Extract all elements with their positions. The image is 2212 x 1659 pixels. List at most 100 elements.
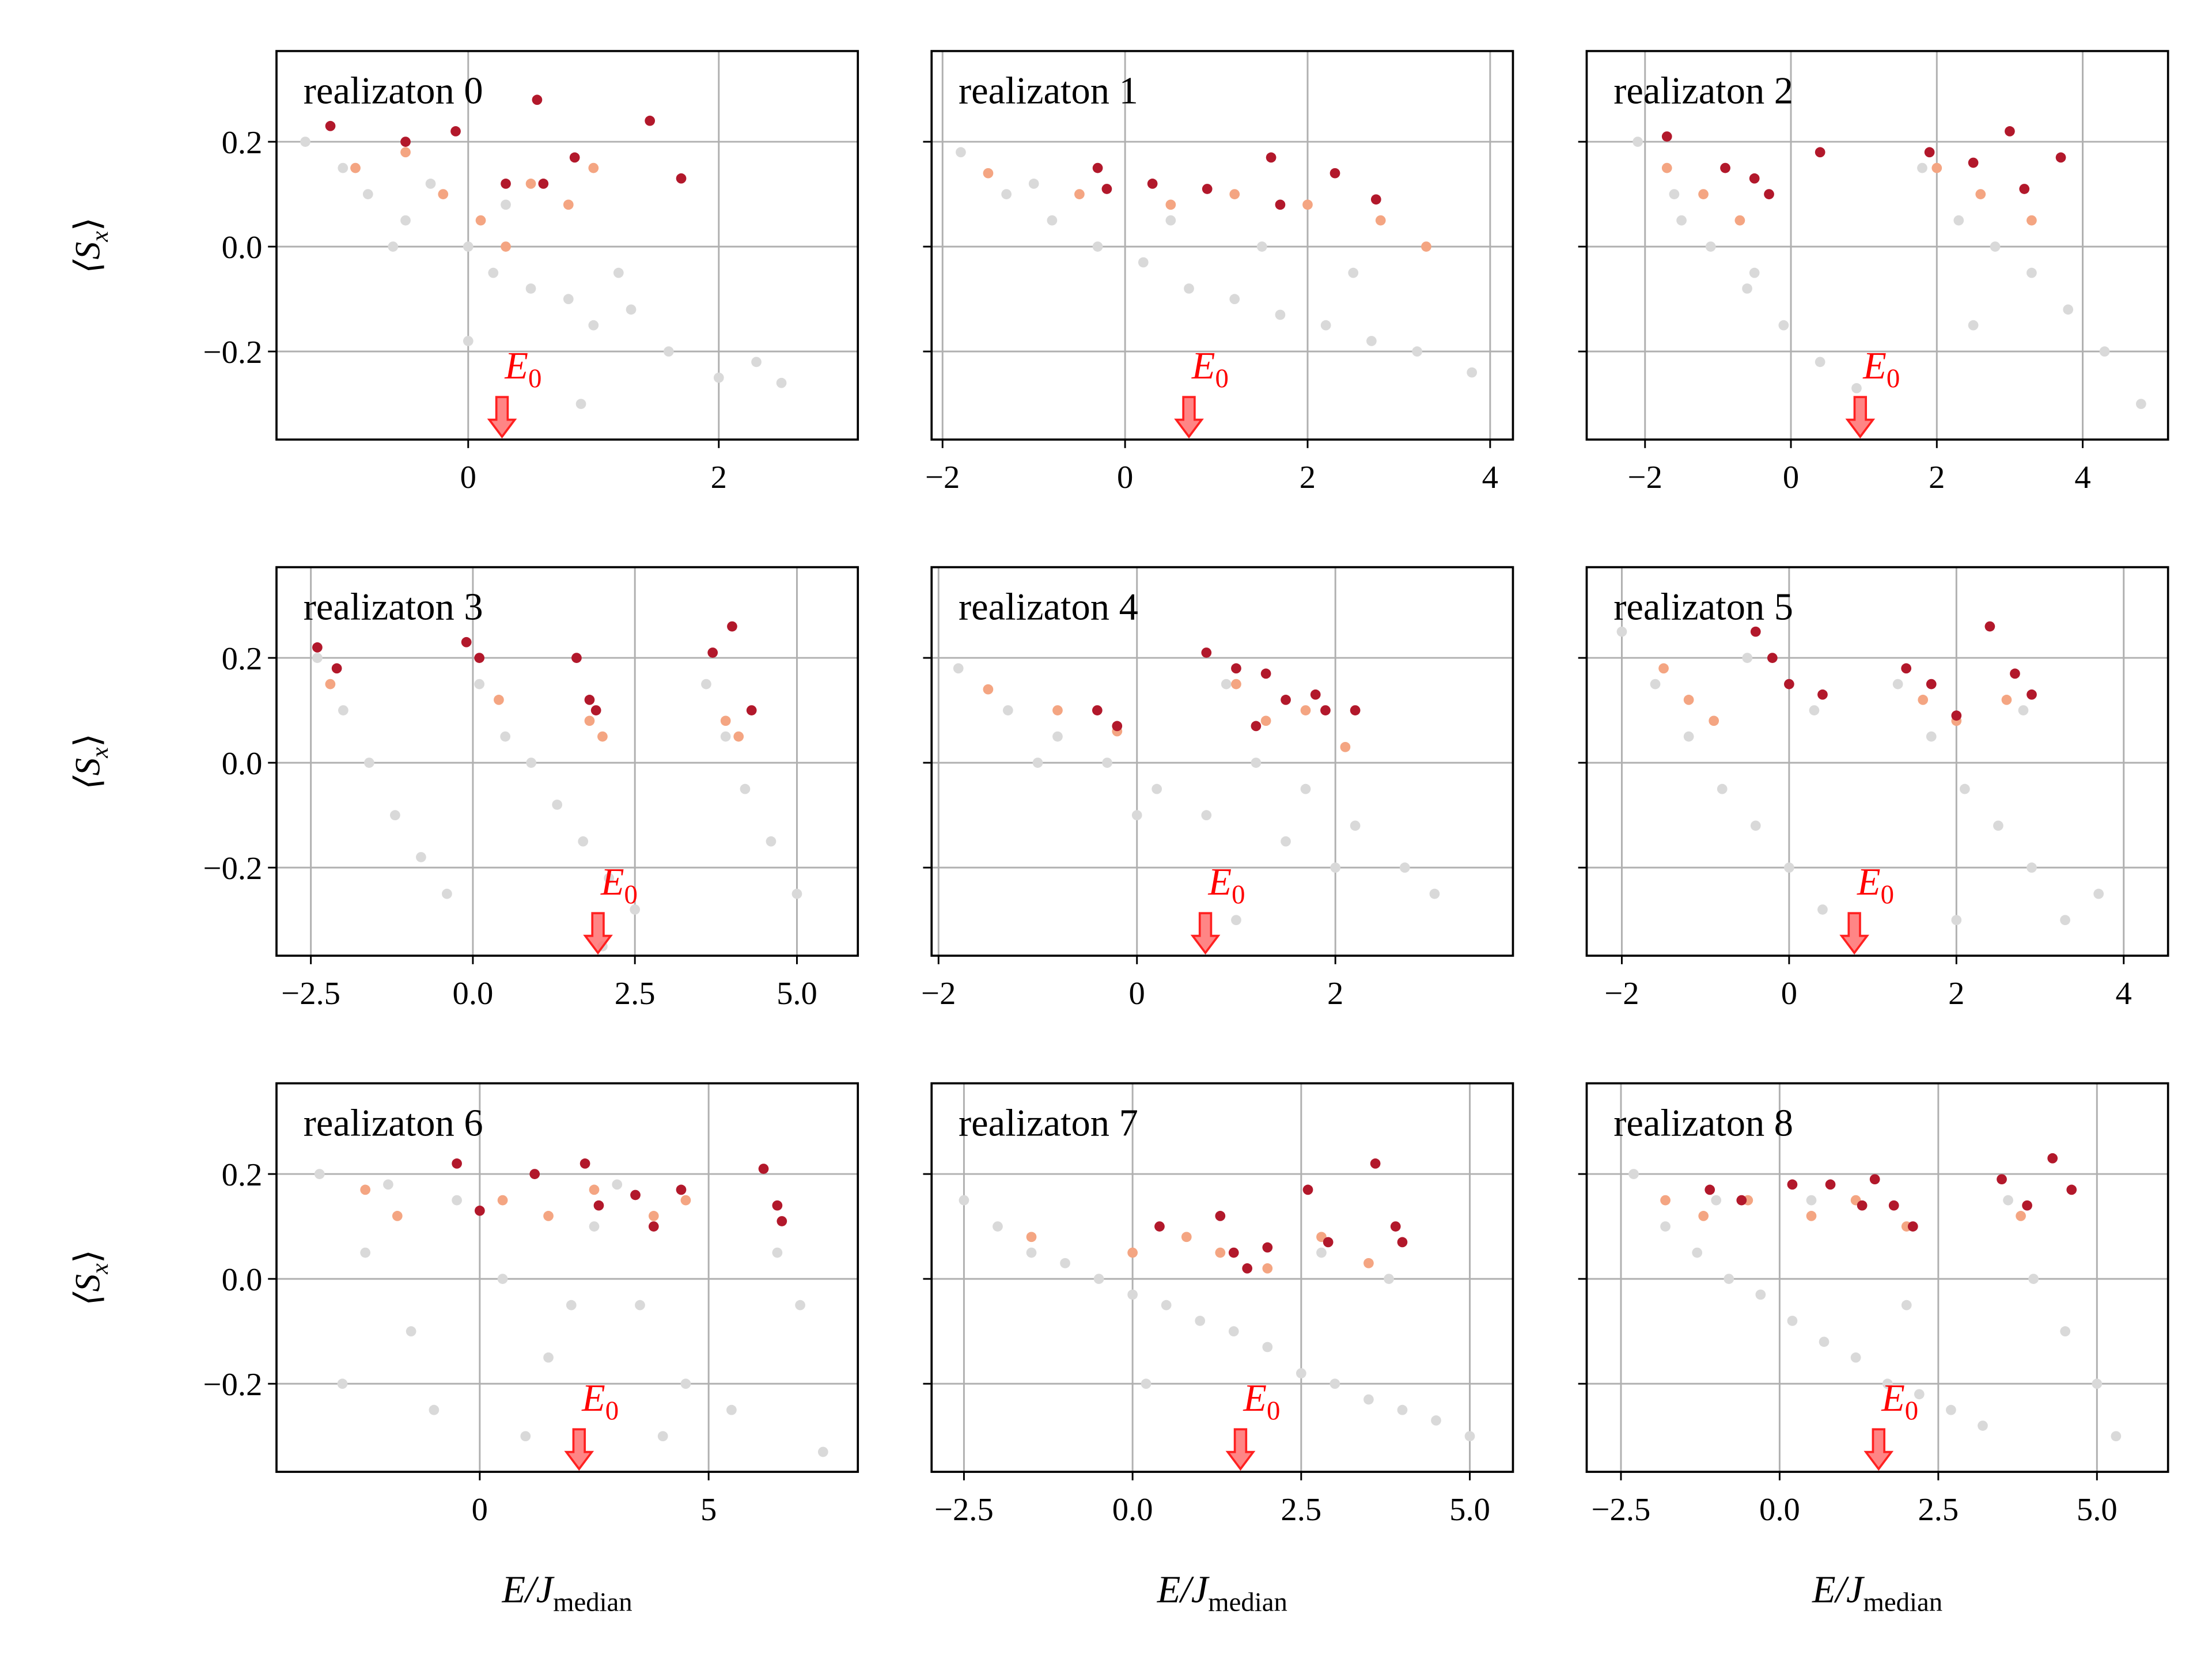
e0-arrow xyxy=(583,912,613,955)
point xyxy=(701,679,711,690)
point xyxy=(795,1300,805,1310)
x-tick-label: 0 xyxy=(1129,976,1145,1012)
point xyxy=(325,679,336,690)
x-tick-label: 4 xyxy=(1482,460,1498,495)
point xyxy=(2060,915,2070,926)
point xyxy=(575,399,586,410)
e0-arrow xyxy=(1839,912,1869,955)
point xyxy=(1917,162,1927,173)
point xyxy=(1742,653,1753,663)
y-label-tail: ⟩ xyxy=(68,1249,107,1263)
point xyxy=(1951,915,1962,926)
point xyxy=(1181,1232,1192,1243)
point xyxy=(1918,695,1929,705)
point xyxy=(1698,189,1709,199)
x-tick-label: 0 xyxy=(1781,976,1797,1012)
point xyxy=(475,215,486,226)
axes-frame xyxy=(275,1082,859,1473)
subplot: −2.5 0.0 2.5 5.0 realizaton 8 E/Jmedian E0 xyxy=(1578,1082,2169,1617)
points xyxy=(1633,126,2146,410)
axes-frame xyxy=(1585,1082,2169,1473)
point xyxy=(680,1195,691,1206)
point xyxy=(1300,783,1311,794)
point xyxy=(425,179,436,189)
points xyxy=(959,1158,1475,1442)
point xyxy=(1154,1221,1165,1232)
point xyxy=(1616,626,1627,637)
e0-sub: 0 xyxy=(1232,880,1245,910)
axes-frame xyxy=(930,1082,1514,1473)
point xyxy=(2066,1184,2077,1195)
point xyxy=(1851,383,1862,393)
point xyxy=(474,1205,485,1216)
point xyxy=(1229,189,1240,199)
e0-label: E0 xyxy=(600,861,638,910)
point xyxy=(2018,705,2029,715)
e0-label: E0 xyxy=(1862,345,1900,393)
point xyxy=(390,810,400,821)
point xyxy=(1633,137,1643,147)
point xyxy=(588,320,599,331)
x-tick-label: 4 xyxy=(2116,976,2132,1012)
point xyxy=(392,1211,403,1221)
point xyxy=(1658,663,1669,674)
point xyxy=(1901,663,1912,674)
point xyxy=(1914,1389,1925,1400)
axes-frame xyxy=(275,50,859,441)
point xyxy=(1281,695,1291,705)
point xyxy=(1683,731,1694,742)
point xyxy=(1806,1195,1817,1206)
x-tick-label: 0 xyxy=(460,460,476,495)
point xyxy=(1734,215,1745,226)
y-tick-label: −0.2 xyxy=(203,335,263,370)
point xyxy=(630,1190,641,1200)
point xyxy=(2099,346,2110,357)
point xyxy=(676,173,687,184)
panel-title: realizaton 0 xyxy=(304,70,483,112)
e0-arrow xyxy=(1863,1428,1894,1471)
point xyxy=(497,1274,508,1284)
point xyxy=(1316,1247,1327,1258)
point xyxy=(1165,199,1176,210)
point xyxy=(1231,679,1241,690)
point xyxy=(1262,1342,1273,1353)
point xyxy=(429,1404,440,1415)
point xyxy=(956,147,966,158)
point xyxy=(1093,1274,1104,1284)
point xyxy=(1787,1316,1798,1326)
point xyxy=(1806,1211,1817,1221)
point xyxy=(463,336,474,346)
point xyxy=(2016,1211,2026,1221)
x-label-main: E/J xyxy=(1157,1569,1210,1611)
point xyxy=(1724,1274,1734,1284)
point xyxy=(648,1211,659,1221)
points xyxy=(956,147,1478,378)
x-label-sub: median xyxy=(1863,1587,1943,1617)
e0-main: E xyxy=(1857,861,1881,903)
point xyxy=(1370,194,1381,205)
point xyxy=(1698,1211,1709,1221)
point xyxy=(1784,862,1794,873)
x-label-sub: median xyxy=(553,1587,632,1617)
e0-main: E xyxy=(504,345,528,387)
point xyxy=(1429,888,1440,899)
point xyxy=(1817,689,1828,700)
point xyxy=(438,189,449,199)
point xyxy=(1320,320,1331,331)
point xyxy=(1397,1237,1408,1248)
point xyxy=(525,283,536,294)
x-axis-label: E/Jmedian xyxy=(1157,1569,1287,1618)
point xyxy=(1032,757,1043,768)
point xyxy=(2003,1195,2013,1206)
point xyxy=(680,1378,691,1389)
point xyxy=(520,1431,531,1442)
point xyxy=(733,731,744,742)
point xyxy=(1350,820,1361,831)
x-tick-label: 5 xyxy=(700,1492,717,1528)
point xyxy=(350,162,361,173)
point xyxy=(2060,1326,2071,1337)
